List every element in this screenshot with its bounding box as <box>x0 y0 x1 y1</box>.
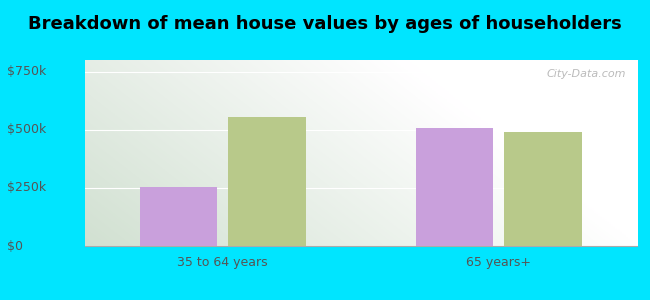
Bar <box>228 117 306 246</box>
Bar <box>416 128 493 246</box>
Text: $750k: $750k <box>6 65 46 78</box>
Text: $500k: $500k <box>6 123 46 136</box>
Text: Breakdown of mean house values by ages of householders: Breakdown of mean house values by ages o… <box>28 15 622 33</box>
Text: $250k: $250k <box>6 182 46 194</box>
Text: $0: $0 <box>6 239 23 253</box>
Bar <box>504 132 582 246</box>
Text: City-Data.com: City-Data.com <box>547 69 626 79</box>
Bar <box>140 187 217 246</box>
